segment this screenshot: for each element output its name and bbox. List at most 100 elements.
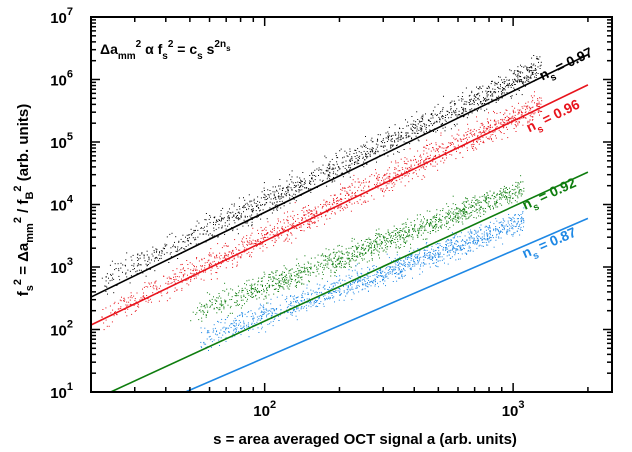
data-point bbox=[428, 148, 430, 150]
data-point bbox=[396, 231, 398, 233]
data-point bbox=[282, 271, 284, 273]
data-point bbox=[139, 264, 141, 266]
data-point bbox=[435, 219, 436, 220]
data-point bbox=[268, 280, 270, 282]
data-point bbox=[406, 240, 408, 242]
data-point bbox=[220, 210, 222, 211]
data-point bbox=[267, 236, 269, 238]
data-point bbox=[298, 191, 300, 193]
data-point bbox=[208, 264, 210, 266]
data-point bbox=[344, 198, 346, 199]
data-point bbox=[206, 231, 208, 233]
data-point bbox=[189, 262, 191, 264]
data-point bbox=[149, 262, 151, 264]
data-point bbox=[444, 218, 446, 220]
data-point bbox=[487, 203, 489, 205]
data-point bbox=[220, 213, 222, 215]
data-point bbox=[459, 208, 461, 210]
data-point bbox=[296, 308, 298, 310]
data-point bbox=[291, 195, 293, 197]
data-point bbox=[385, 268, 387, 270]
data-point bbox=[357, 148, 359, 150]
data-point bbox=[536, 72, 537, 74]
data-point bbox=[125, 265, 126, 267]
data-point bbox=[527, 122, 529, 124]
data-point bbox=[308, 188, 310, 189]
data-point bbox=[498, 76, 499, 78]
data-point bbox=[403, 234, 404, 236]
data-point bbox=[488, 238, 490, 240]
data-point bbox=[387, 155, 389, 157]
data-point bbox=[476, 212, 478, 214]
data-point bbox=[344, 260, 346, 262]
data-point bbox=[409, 268, 411, 270]
data-point bbox=[476, 120, 478, 122]
data-point bbox=[394, 234, 396, 236]
data-point bbox=[527, 120, 529, 122]
data-point bbox=[237, 285, 239, 287]
data-point bbox=[272, 280, 274, 282]
data-point bbox=[365, 252, 367, 254]
data-point bbox=[330, 269, 332, 271]
data-point bbox=[338, 288, 340, 289]
data-point bbox=[445, 244, 447, 245]
data-point bbox=[231, 259, 233, 261]
data-point bbox=[486, 226, 488, 228]
data-point bbox=[449, 142, 451, 144]
data-point bbox=[415, 231, 417, 233]
data-point bbox=[391, 183, 393, 185]
data-point bbox=[219, 303, 221, 305]
data-point bbox=[287, 189, 289, 191]
data-point bbox=[539, 114, 540, 116]
data-point bbox=[520, 226, 522, 228]
data-point bbox=[258, 291, 260, 292]
data-point bbox=[333, 248, 335, 250]
data-point bbox=[411, 138, 412, 140]
data-point bbox=[437, 230, 439, 231]
data-point bbox=[368, 186, 370, 188]
data-point bbox=[231, 296, 233, 298]
data-point bbox=[338, 166, 340, 168]
data-point bbox=[324, 155, 326, 157]
data-point bbox=[341, 207, 343, 209]
data-point bbox=[429, 257, 431, 259]
data-point bbox=[509, 217, 511, 219]
data-point bbox=[277, 290, 279, 292]
data-point bbox=[489, 90, 491, 92]
data-point bbox=[403, 149, 405, 150]
data-point bbox=[139, 254, 141, 256]
data-point bbox=[259, 209, 261, 211]
data-point bbox=[216, 278, 218, 280]
data-point bbox=[145, 300, 147, 302]
data-point bbox=[205, 314, 207, 316]
data-point bbox=[448, 217, 450, 219]
data-point bbox=[481, 103, 483, 105]
data-point bbox=[327, 264, 329, 266]
data-point bbox=[470, 129, 472, 131]
data-point bbox=[429, 129, 431, 131]
data-point bbox=[468, 102, 470, 104]
data-point bbox=[353, 281, 355, 283]
data-point bbox=[408, 250, 410, 252]
data-point bbox=[351, 256, 353, 258]
data-point bbox=[479, 102, 481, 104]
data-point bbox=[440, 221, 442, 223]
data-point bbox=[441, 224, 443, 226]
data-point bbox=[372, 265, 374, 267]
data-point bbox=[464, 208, 466, 210]
data-point bbox=[414, 226, 415, 228]
data-point bbox=[390, 147, 391, 149]
data-point bbox=[516, 121, 518, 123]
data-point bbox=[147, 301, 149, 303]
data-point bbox=[338, 168, 340, 170]
data-point bbox=[336, 157, 338, 159]
data-point bbox=[480, 205, 482, 207]
data-point bbox=[528, 106, 530, 108]
data-point bbox=[541, 73, 543, 75]
data-point bbox=[357, 159, 359, 161]
data-point bbox=[455, 219, 457, 221]
data-point bbox=[158, 287, 160, 289]
data-point bbox=[363, 180, 364, 182]
data-point bbox=[461, 112, 463, 114]
data-point bbox=[181, 263, 183, 265]
